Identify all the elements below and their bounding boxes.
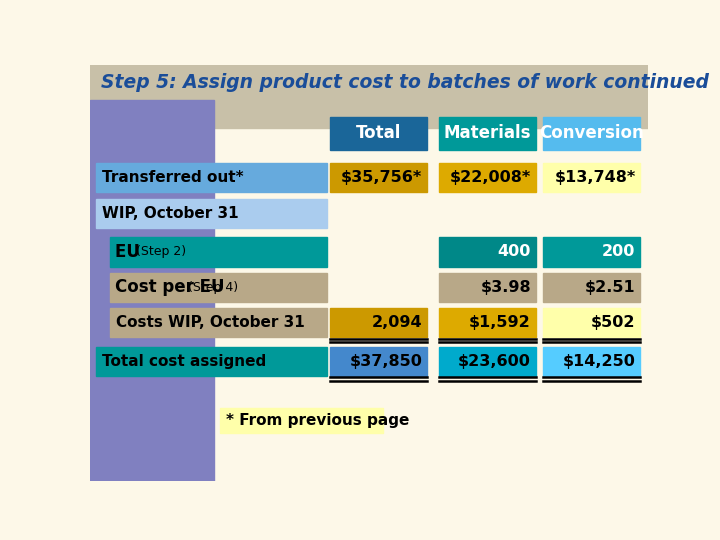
Text: $23,600: $23,600 [458,354,531,369]
Text: $1,592: $1,592 [469,315,531,330]
Bar [438,237,536,267]
Bar [220,408,383,433]
Bar [110,308,327,338]
Text: $14,250: $14,250 [563,354,636,369]
Text: Total: Total [356,124,401,143]
Text: $22,008*: $22,008* [450,170,531,185]
Text: 2,094: 2,094 [372,315,423,330]
Bar [544,308,640,338]
Bar [438,163,536,192]
Bar [544,117,640,150]
Text: $35,756*: $35,756* [341,170,423,185]
Bar [544,237,640,267]
Text: $502: $502 [591,315,636,330]
Text: WIP, October 31: WIP, October 31 [102,206,238,221]
Text: $13,748*: $13,748* [554,170,636,185]
Bar [330,308,427,338]
Text: Conversion: Conversion [539,124,644,143]
Bar [90,100,214,481]
Bar [90,65,648,100]
Bar [90,65,648,128]
Text: $37,850: $37,850 [350,354,423,369]
Bar [90,97,648,103]
Bar [330,347,427,376]
Bar [438,273,536,302]
Text: Costs WIP, October 31: Costs WIP, October 31 [116,315,305,330]
Text: Transferred out*: Transferred out* [102,170,243,185]
Text: 400: 400 [498,245,531,259]
Bar [438,308,536,338]
Text: * From previous page: * From previous page [226,413,410,428]
Bar [330,117,427,150]
Bar [544,273,640,302]
Bar [544,163,640,192]
Text: EU: EU [114,243,145,261]
Text: (Step 4): (Step 4) [184,281,238,294]
Text: Cost per EU: Cost per EU [114,278,230,296]
Bar [96,347,327,376]
Bar [438,347,536,376]
Bar [110,237,327,267]
Bar [90,103,648,126]
Bar [438,117,536,150]
Bar [544,347,640,376]
Text: (Step 2): (Step 2) [132,245,186,259]
Bar [330,163,427,192]
Text: $2.51: $2.51 [585,280,636,295]
Bar [96,199,327,228]
Text: 200: 200 [602,245,636,259]
Text: Step 5: Assign product cost to batches of work continued: Step 5: Assign product cost to batches o… [101,73,708,92]
Text: Materials: Materials [444,124,531,143]
Bar [110,273,327,302]
Text: Total cost assigned: Total cost assigned [102,354,266,369]
Text: $3.98: $3.98 [480,280,531,295]
Bar [96,163,327,192]
